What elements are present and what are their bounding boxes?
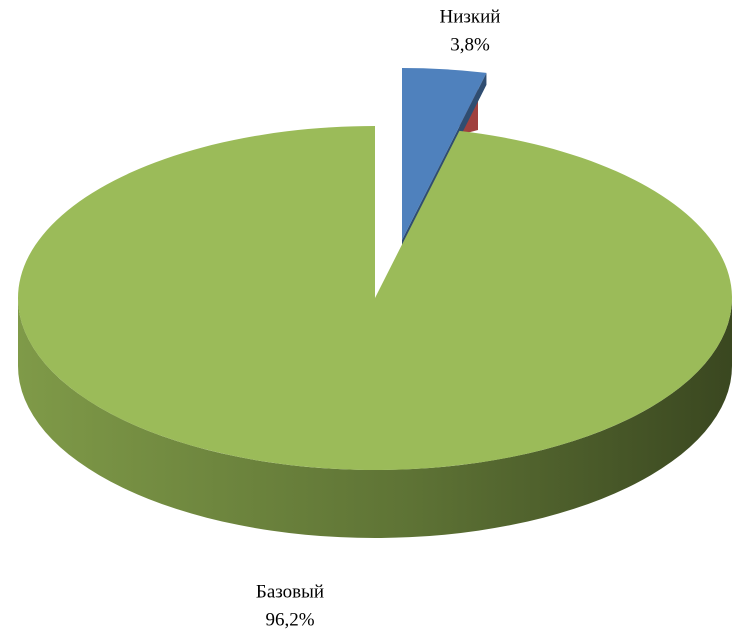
slice-label: Базовый [256,581,324,602]
slice-label: Низкий [440,6,501,27]
slice-side [18,298,732,538]
slice-value-label: 3,8% [450,34,490,55]
slice-value-label: 96,2% [265,609,314,630]
slice [402,68,487,240]
slices [17,68,732,538]
slice [17,126,732,470]
